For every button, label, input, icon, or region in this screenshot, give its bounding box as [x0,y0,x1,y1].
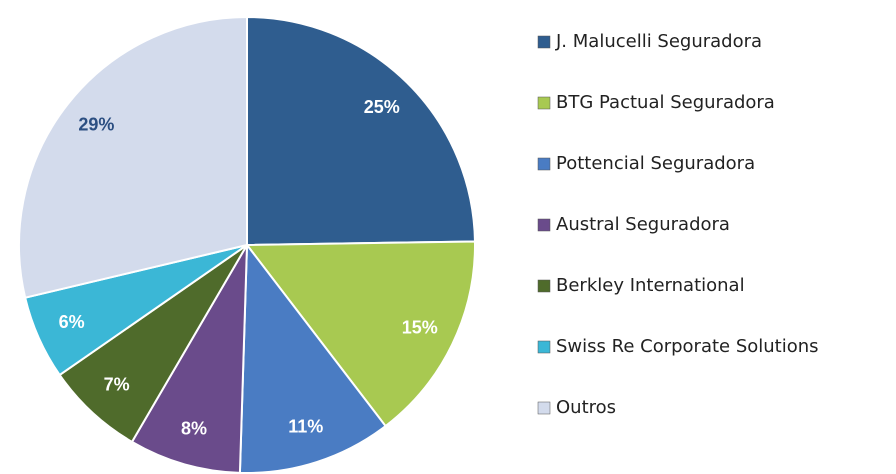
value-label: 15% [402,317,438,337]
legend-swatch [537,35,551,49]
pie-slice [18,15,248,299]
value-label: 25% [364,97,400,117]
value-label: 11% [288,417,323,437]
legend-swatch [537,401,551,415]
legend-label: Austral Seguradora [556,214,730,235]
value-label: 8% [181,418,207,438]
legend-label: Swiss Re Corporate Solutions [556,336,819,357]
pie-slice [246,15,476,247]
legend-swatch [537,157,551,171]
legend-swatch [537,279,551,293]
pie-slice [244,240,476,428]
legend-label: Pottencial Seguradora [556,153,755,174]
legend-label: BTG Pactual Seguradora [556,92,775,113]
legend-label: Berkley International [556,275,745,296]
legend-swatch [537,96,551,110]
pie-slice [130,244,248,474]
value-label: 7% [104,375,130,395]
legend-swatch [537,340,551,354]
value-label: 6% [59,312,85,332]
legend-label: J. Malucelli Seguradora [555,31,762,52]
legend-swatch [537,218,551,232]
pie-slice [238,242,387,474]
legend-label: Outros [556,397,616,418]
value-label: 29% [78,115,114,135]
